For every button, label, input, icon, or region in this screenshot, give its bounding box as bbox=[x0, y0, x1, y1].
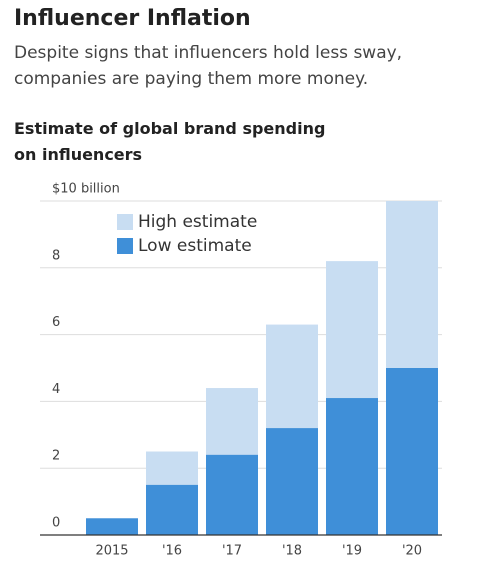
bar bbox=[206, 454, 258, 535]
x-tick-label: '16 bbox=[162, 544, 182, 559]
subtitle: Despite signs that influencers hold less… bbox=[14, 43, 403, 89]
x-tick-label: '18 bbox=[282, 544, 302, 559]
bar bbox=[266, 428, 318, 535]
bar bbox=[326, 398, 378, 535]
legend-label: Low estimate bbox=[138, 236, 252, 256]
bar bbox=[86, 518, 138, 535]
x-tick-label: 2015 bbox=[95, 544, 128, 559]
legend-swatch bbox=[117, 238, 133, 254]
bar bbox=[386, 368, 438, 535]
y-tick-label: 6 bbox=[52, 315, 60, 330]
title: Influencer Inflation bbox=[14, 6, 251, 31]
bar bbox=[146, 484, 198, 535]
chart-title: Estimate of global brand spending on inf… bbox=[14, 119, 326, 164]
y-tick-label: $10 billion bbox=[52, 182, 120, 197]
x-tick-label: '17 bbox=[222, 544, 242, 559]
y-tick-label: 4 bbox=[52, 382, 60, 397]
y-tick-label: 8 bbox=[52, 248, 60, 263]
y-tick-label: 0 bbox=[52, 516, 60, 531]
legend-label: High estimate bbox=[138, 212, 257, 232]
x-tick-label: '20 bbox=[402, 544, 422, 559]
y-tick-label: 2 bbox=[52, 449, 60, 464]
legend-swatch bbox=[117, 214, 133, 230]
x-tick-label: '19 bbox=[342, 544, 362, 559]
